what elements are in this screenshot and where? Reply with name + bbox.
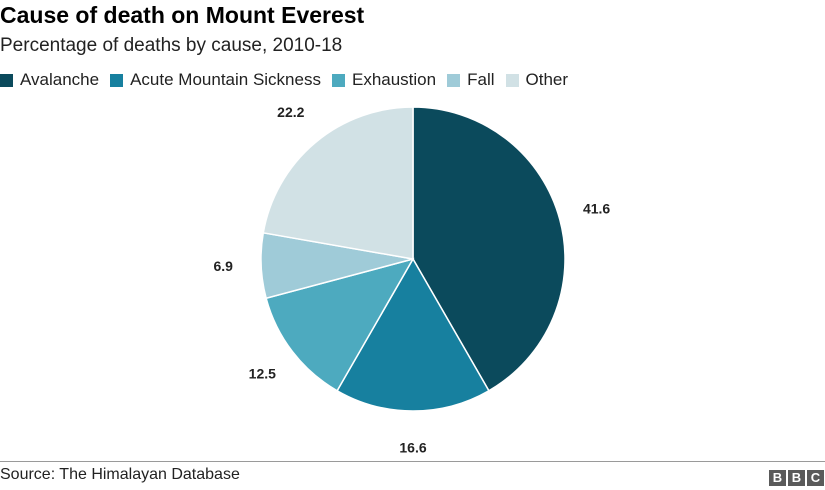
footer-divider xyxy=(0,461,825,462)
legend-label: Exhaustion xyxy=(351,70,437,89)
legend-label: Acute Mountain Sickness xyxy=(130,70,321,89)
legend-label: Avalanche xyxy=(20,70,100,89)
legend-swatch xyxy=(0,73,13,87)
logo-letter: C xyxy=(807,470,824,486)
chart-title: Cause of death on Mount Everest xyxy=(0,2,365,28)
data-label: 6.9 xyxy=(213,258,233,274)
data-label: 41.6 xyxy=(583,201,610,217)
logo-letter: B xyxy=(769,470,786,486)
legend-item: Avalanche xyxy=(0,70,99,90)
legend-item: Acute Mountain Sickness xyxy=(110,70,321,90)
pie-slice xyxy=(336,257,490,412)
pie-slice xyxy=(265,257,415,392)
legend-swatch xyxy=(447,73,461,87)
legend-swatch xyxy=(505,73,519,87)
source-note: Source: The Himalayan Database xyxy=(0,466,240,483)
chart-subtitle: Percentage of deaths by cause, 2010-18 xyxy=(0,35,343,56)
data-label: 22.2 xyxy=(277,104,304,120)
data-label: 12.5 xyxy=(249,365,276,381)
legend-item: Exhaustion xyxy=(331,70,437,90)
pie-chart: 41.6 16.6 12.5 6.9 22.2 xyxy=(213,104,610,456)
bbc-logo: B B C xyxy=(769,470,824,486)
legend-label: Fall xyxy=(467,70,495,89)
legend-swatch xyxy=(331,73,345,87)
legend-item: Other xyxy=(505,70,569,90)
legend-item: Fall xyxy=(447,70,495,90)
chart-legend: Avalanche Acute Mountain Sickness Exhausti… xyxy=(0,70,579,90)
legend-label: Other xyxy=(525,70,569,89)
data-label: 16.6 xyxy=(399,440,426,456)
pie-slice xyxy=(412,106,566,392)
legend-swatch xyxy=(110,73,124,87)
logo-letter: B xyxy=(788,470,805,486)
pie-slice xyxy=(262,106,414,260)
